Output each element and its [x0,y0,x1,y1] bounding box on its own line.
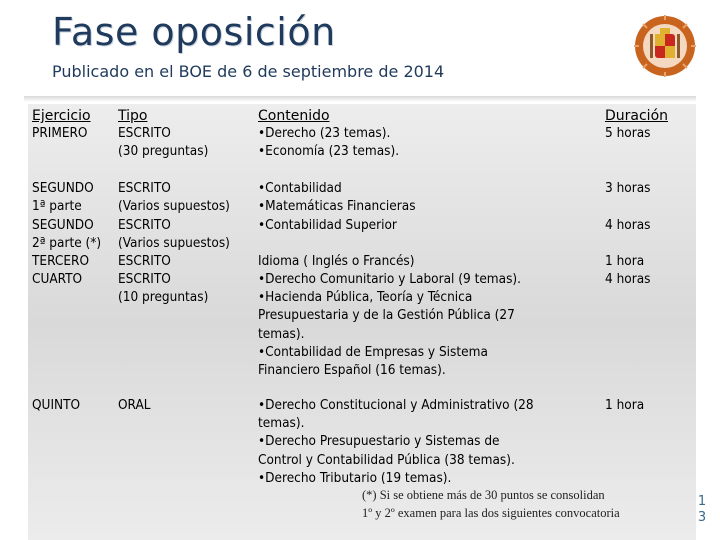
row4-duracion: 1 hora [605,253,645,269]
row3-contenido: •Contabilidad Superior [258,217,397,233]
row2-contenido: •Contabilidad •Matemáticas Financieras [258,180,416,215]
row6-duracion: 1 hora [605,397,645,413]
row1-tipo: ESCRITO (30 preguntas) [118,125,209,160]
row3-tipo: ESCRITO (Varios supuestos) [118,217,230,252]
exam-table-background [28,104,696,540]
header-divider [24,96,696,102]
header-tipo: Tipo [118,108,148,124]
header-ejercicio: Ejercicio [32,108,91,124]
row4-tipo: ESCRITO [118,253,171,269]
row2-ejercicio: SEGUNDO 1ª parte [32,180,94,215]
row5-duracion: 4 horas [605,271,651,287]
row6-contenido: •Derecho Constitucional y Administrativo… [258,397,534,486]
row3-ejercicio: SEGUNDO 2ª parte (*) [32,217,102,252]
row5-ejercicio: CUARTO [32,271,83,287]
row1-duracion: 5 horas [605,125,651,141]
row6-ejercicio: QUINTO [32,397,81,413]
row1-ejercicio: PRIMERO [32,125,88,141]
page-number: 1 3 [697,494,707,525]
row6-tipo: ORAL [118,397,151,413]
row1-contenido: •Derecho (23 temas). •Economía (23 temas… [258,125,400,160]
page-title: Fase oposición [52,10,336,54]
coat-of-arms-seal-icon [634,15,696,77]
row5-tipo: ESCRITO (10 preguntas) [118,271,209,306]
header-duracion: Duración [605,108,669,124]
page-subtitle: Publicado en el BOE de 6 de septiembre d… [52,62,445,81]
header-contenido: Contenido [258,108,330,124]
row4-contenido: Idioma ( Inglés o Francés) [258,253,415,269]
row2-tipo: ESCRITO (Varios supuestos) [118,180,230,215]
row2-duracion: 3 horas [605,180,651,196]
row3-duracion: 4 horas [605,217,651,233]
row4-ejercicio: TERCERO [32,253,90,269]
row5-contenido: •Derecho Comunitario y Laboral (9 temas)… [258,271,521,379]
footnote: (*) Si se obtiene más de 30 puntos se co… [362,488,620,520]
